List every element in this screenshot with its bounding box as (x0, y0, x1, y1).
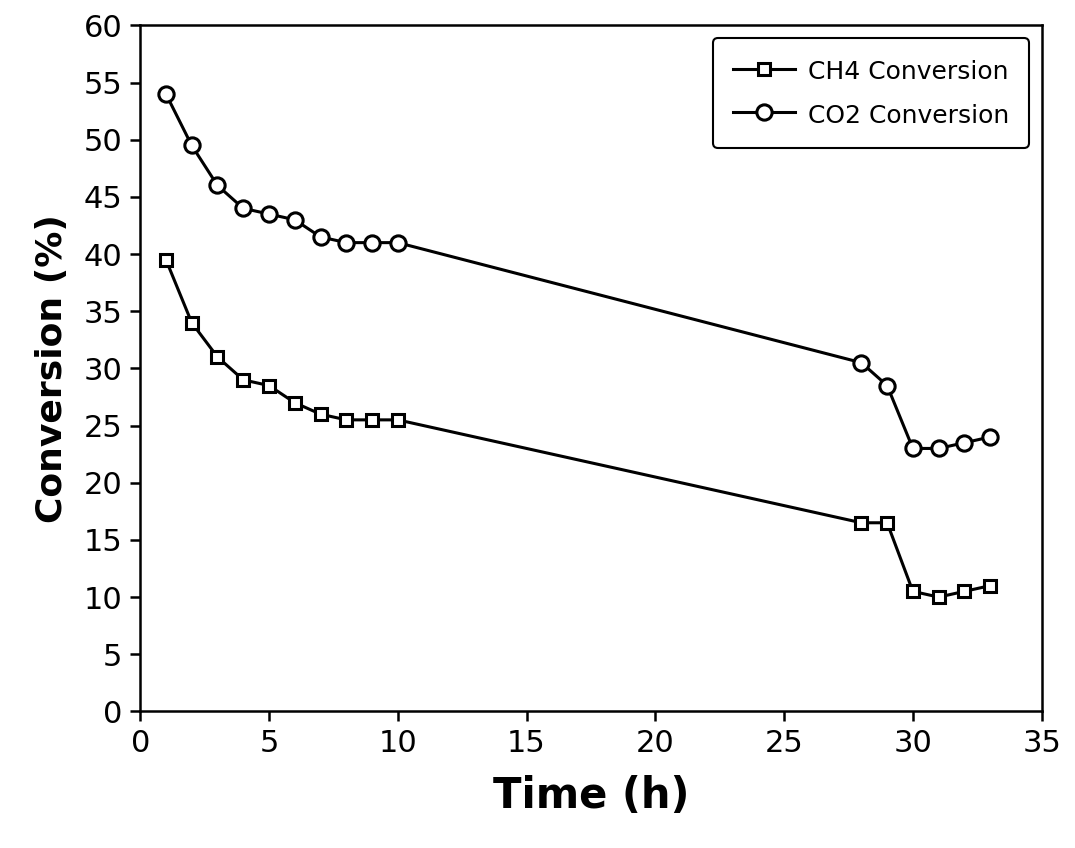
Y-axis label: Conversion (%): Conversion (%) (35, 214, 70, 523)
CH4 Conversion (340, 415, 353, 425)
CH4 Conversion (288, 398, 301, 408)
CH4 Conversion (211, 352, 224, 362)
CO2 Conversion (366, 237, 378, 248)
CO2 Conversion (984, 432, 997, 442)
CH4 Conversion (185, 318, 198, 328)
CH4 Conversion (366, 415, 378, 425)
CO2 Conversion (159, 89, 172, 99)
CO2 Conversion (185, 141, 198, 151)
CO2 Conversion (906, 444, 919, 454)
CH4 Conversion (159, 254, 172, 265)
CO2 Conversion (211, 181, 224, 191)
CO2 Conversion (314, 232, 327, 242)
CH4 Conversion (391, 415, 404, 425)
CO2 Conversion (340, 237, 353, 248)
CO2 Conversion (855, 358, 868, 368)
Legend: CH4 Conversion, CO2 Conversion: CH4 Conversion, CO2 Conversion (713, 38, 1029, 148)
CO2 Conversion (288, 215, 301, 225)
CH4 Conversion (906, 586, 919, 596)
CH4 Conversion (932, 592, 945, 602)
CH4 Conversion (236, 375, 249, 385)
Line: CO2 Conversion: CO2 Conversion (158, 86, 998, 456)
CH4 Conversion (855, 517, 868, 527)
CO2 Conversion (262, 209, 275, 219)
Line: CH4 Conversion: CH4 Conversion (160, 254, 997, 603)
CO2 Conversion (236, 204, 249, 214)
X-axis label: Time (h): Time (h) (492, 775, 689, 817)
CO2 Conversion (880, 381, 893, 391)
CH4 Conversion (880, 517, 893, 527)
CO2 Conversion (932, 444, 945, 454)
CH4 Conversion (984, 581, 997, 591)
CO2 Conversion (958, 438, 971, 448)
CH4 Conversion (262, 381, 275, 391)
CO2 Conversion (391, 237, 404, 248)
CH4 Conversion (958, 586, 971, 596)
CH4 Conversion (314, 409, 327, 419)
